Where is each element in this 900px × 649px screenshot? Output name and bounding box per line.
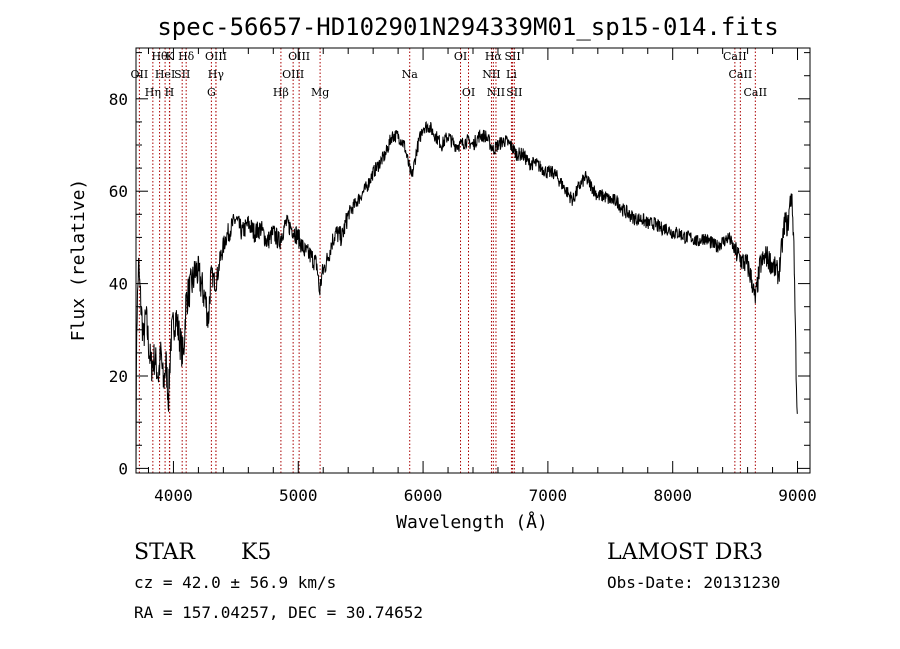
x-tick-label: 4000 [154, 486, 193, 505]
line-label: Hθ [151, 50, 168, 63]
line-label: K [166, 50, 175, 63]
line-label: CaII [743, 86, 767, 99]
line-label: G [207, 86, 216, 99]
line-label: SII [174, 68, 190, 81]
x-tick-label: 9000 [778, 486, 817, 505]
x-tick-label: 6000 [404, 486, 443, 505]
spectrum-series [135, 121, 798, 474]
x-axis-label: Wavelength (Å) [396, 511, 548, 533]
line-label: OI [462, 86, 475, 99]
y-tick-label: 40 [109, 275, 128, 294]
object-class: STAR [134, 540, 195, 565]
observation-date: Obs-Date: 20131230 [607, 573, 781, 592]
line-label: CaII [723, 50, 747, 63]
line-label: Mg [311, 86, 329, 99]
line-label: HeI [155, 68, 175, 81]
x-tick-label: 8000 [653, 486, 692, 505]
y-tick-label: 0 [118, 459, 128, 478]
redshift-readout: cz = 42.0 ± 56.9 km/s [134, 573, 337, 592]
line-label: Li [506, 68, 517, 81]
line-label: Hα [485, 50, 503, 63]
line-label: OIII [282, 68, 304, 81]
y-tick-label: 20 [109, 367, 128, 386]
line-label: Na [402, 68, 419, 81]
line-label: OIII [288, 50, 310, 63]
x-tick-label: 5000 [279, 486, 318, 505]
object-subclass: K5 [241, 540, 272, 565]
line-label: NII [482, 68, 500, 81]
line-label: CaII [729, 68, 753, 81]
spectrum-line [135, 121, 798, 474]
line-label: H [165, 86, 175, 99]
line-label: SII [506, 86, 522, 99]
line-label: Hδ [178, 50, 195, 63]
line-label: SII [504, 50, 520, 63]
y-tick-label: 60 [109, 182, 128, 201]
line-label: NII [487, 86, 505, 99]
emission-line-markers [138, 48, 756, 473]
line-label: OII [131, 68, 149, 81]
plot-frame [135, 47, 811, 474]
chart-title: spec-56657-HD102901N294339M01_sp15-014.f… [157, 13, 778, 41]
survey-name: LAMOST DR3 [607, 540, 763, 565]
y-axis-label: Flux (relative) [68, 179, 89, 342]
axes: 4000 5000 6000 7000 8000 9000 0 20 40 60 80 [109, 48, 817, 505]
sky-coordinates: RA = 157.04257, DEC = 30.74652 [134, 603, 423, 622]
line-label: Hγ [208, 68, 225, 81]
line-label: Hβ [273, 86, 289, 99]
y-tick-label: 80 [109, 90, 128, 109]
line-label: OIII [205, 50, 227, 63]
x-tick-label: 7000 [529, 486, 568, 505]
line-label: OI [454, 50, 467, 63]
line-label: Hη [145, 86, 161, 99]
